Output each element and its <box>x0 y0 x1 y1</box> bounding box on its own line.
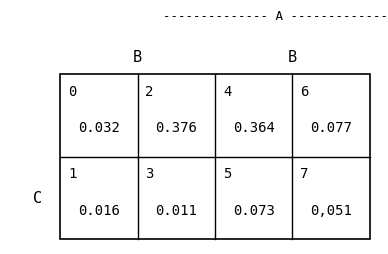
Text: 0.376: 0.376 <box>155 121 197 135</box>
Text: -------------- A --------------: -------------- A -------------- <box>163 10 388 23</box>
Text: 3: 3 <box>146 167 154 181</box>
Text: 6: 6 <box>300 85 309 99</box>
Text: 7: 7 <box>300 167 309 181</box>
Text: 0: 0 <box>68 85 76 99</box>
Text: 0.073: 0.073 <box>233 203 275 217</box>
Text: 5: 5 <box>223 167 231 181</box>
Text: B: B <box>288 49 297 64</box>
Bar <box>60 75 370 239</box>
Text: 0.364: 0.364 <box>233 121 275 135</box>
Text: 0.077: 0.077 <box>310 121 352 135</box>
Text: 0.016: 0.016 <box>78 203 120 217</box>
Text: 1: 1 <box>68 167 76 181</box>
Text: B: B <box>133 49 142 64</box>
Text: 2: 2 <box>146 85 154 99</box>
Text: 0,051: 0,051 <box>310 203 352 217</box>
Text: 0.032: 0.032 <box>78 121 120 135</box>
Text: 4: 4 <box>223 85 231 99</box>
Text: C: C <box>33 190 43 205</box>
Text: 0.011: 0.011 <box>155 203 197 217</box>
